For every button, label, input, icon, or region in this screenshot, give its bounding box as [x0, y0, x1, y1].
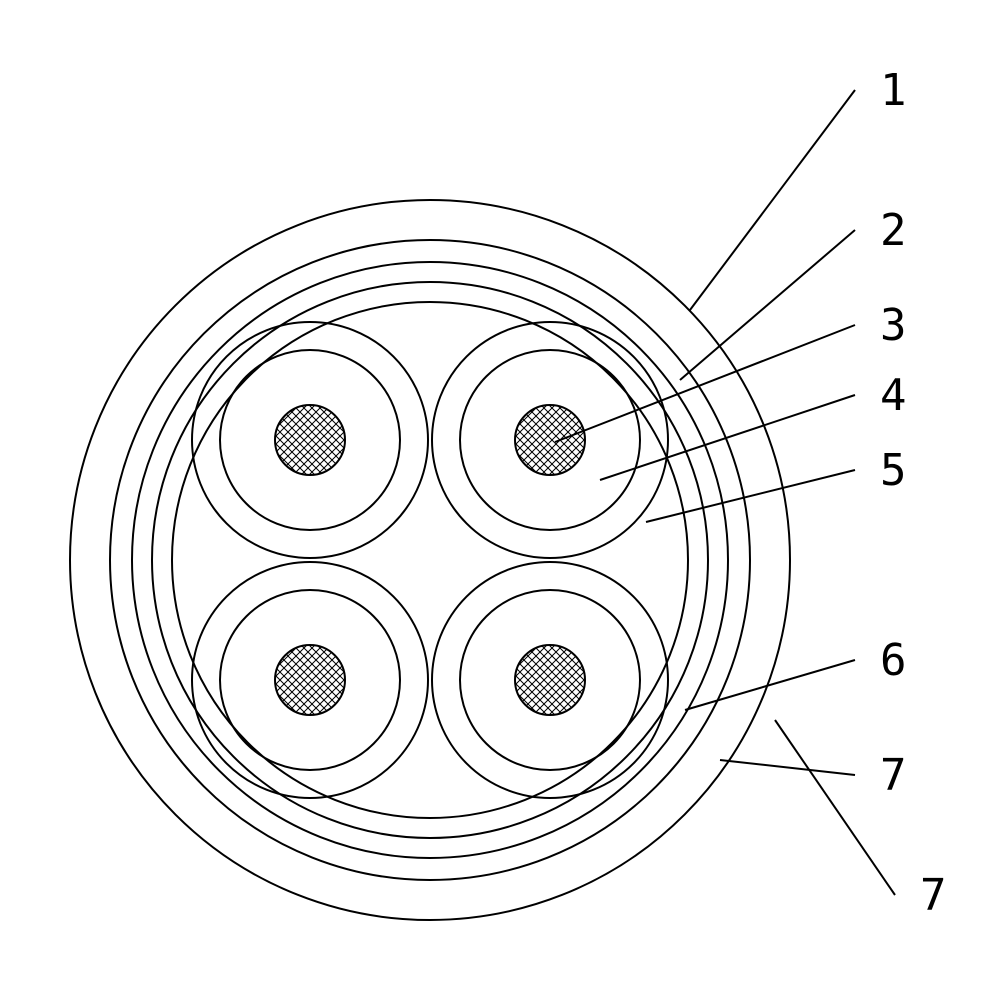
- leader-line-6: [685, 660, 855, 710]
- outer-ring-5: [172, 302, 688, 818]
- cable-diagram: 1 2 3 4 5 6 7 7: [0, 0, 999, 1000]
- label-4: 4: [880, 370, 907, 421]
- label-5: 5: [880, 445, 907, 496]
- outer-ring-4: [152, 282, 708, 838]
- label-6: 6: [880, 635, 907, 686]
- label-7: 7: [880, 750, 907, 801]
- conductor-4: [432, 562, 668, 798]
- outer-ring-1: [70, 200, 790, 920]
- outer-rings: [70, 200, 790, 920]
- conductor-groups: [192, 322, 668, 798]
- leader-line-5: [646, 470, 855, 522]
- outer-ring-2: [110, 240, 750, 880]
- leader-line-7: [720, 760, 855, 775]
- leader-line-2: [680, 230, 855, 380]
- outer-ring-3: [132, 262, 728, 858]
- leader-line-1: [690, 90, 855, 310]
- label-1: 1: [880, 65, 907, 116]
- leader-line-8: [775, 720, 895, 895]
- conductor-1: [192, 322, 428, 558]
- label-2: 2: [880, 205, 907, 256]
- conductor-2: [432, 322, 668, 558]
- conductor-3: [192, 562, 428, 798]
- leader-line-3: [555, 325, 855, 442]
- label-3: 3: [880, 300, 907, 351]
- label-8: 7: [920, 870, 947, 921]
- label-numbers: 1 2 3 4 5 6 7 7: [880, 65, 947, 921]
